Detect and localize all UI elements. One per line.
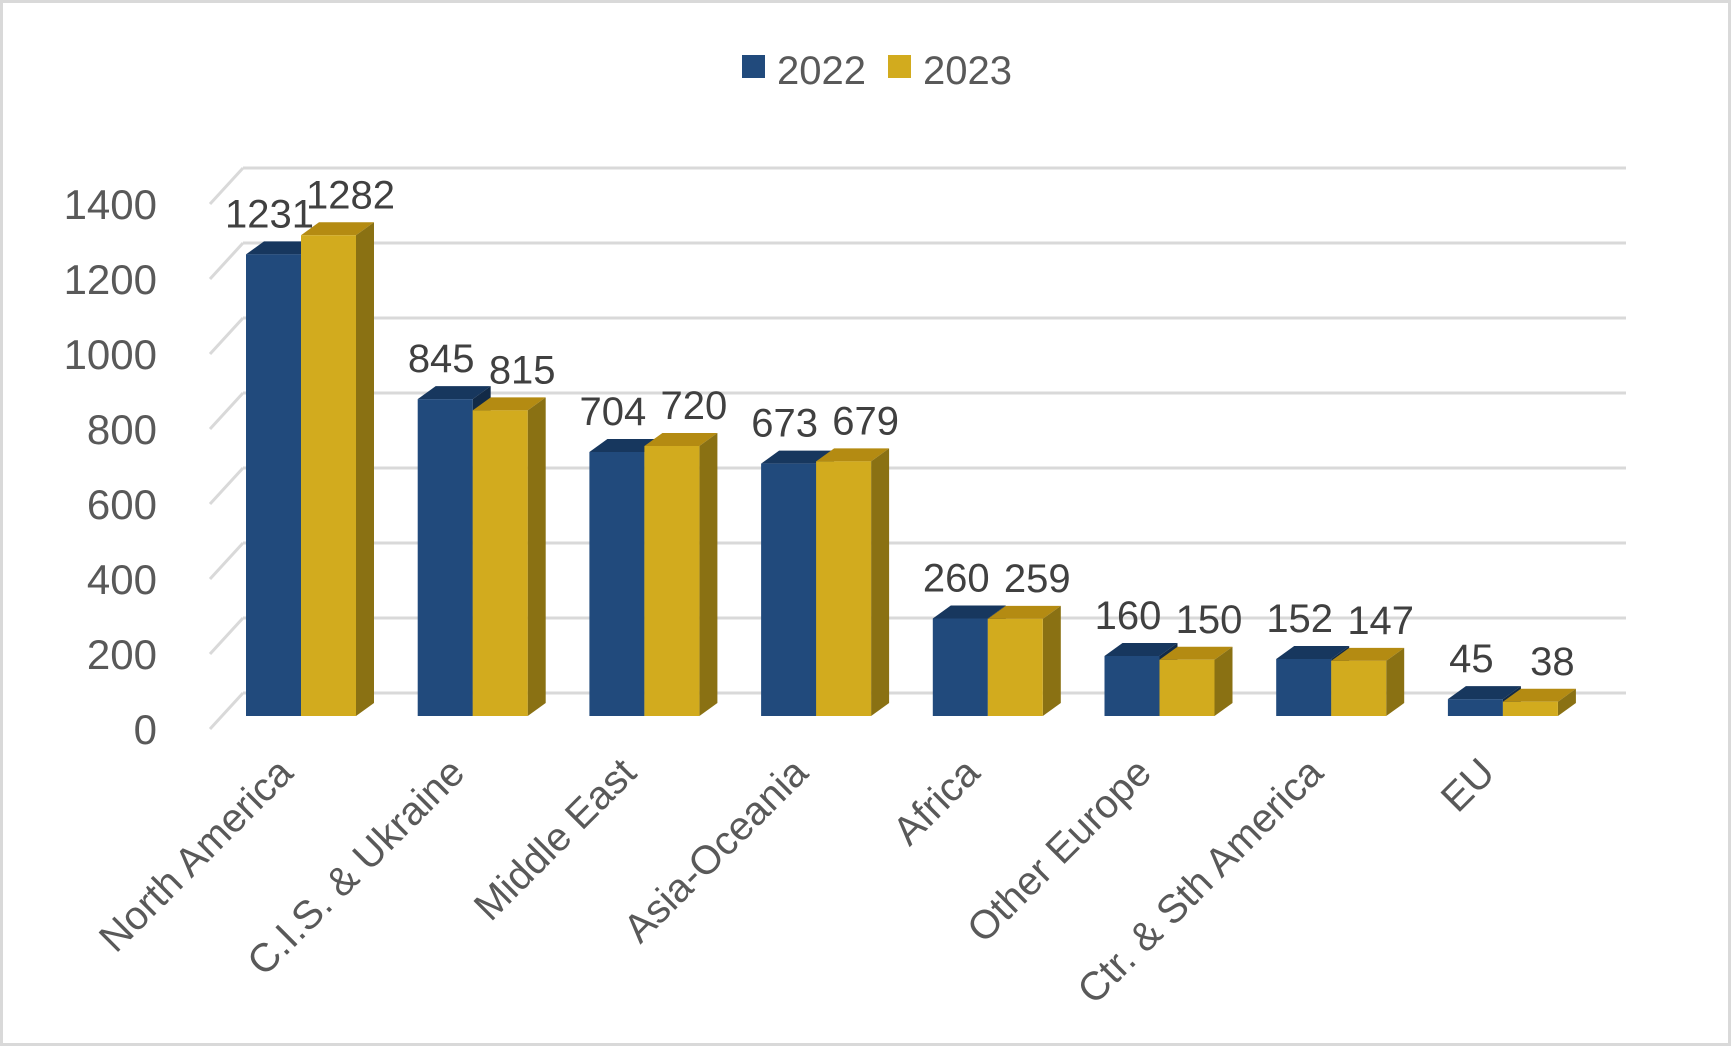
bar-2023-north-america [301,222,374,716]
y-tick-label: 600 [87,481,157,528]
bar-2022-other-europe-front-face [1104,656,1160,716]
bar-2023-asia-oceania-top-face [816,448,890,462]
bar-2023-other-europe-front-face [1159,659,1215,716]
bar-2023-africa-top-face [987,605,1061,619]
bar-2023-ctr-sth-america-top-face [1331,647,1405,661]
bar-2022-asia-oceania-front-face [761,463,817,716]
value-label-2023-other-europe: 150 [1176,598,1243,642]
value-label-2023-eu: 38 [1530,640,1575,684]
bar-2023-africa [987,605,1061,716]
bar-2023-c-i-s-ukraine [472,397,546,716]
bar-2023-asia-oceania-side-face [871,448,890,716]
legend-swatch-2023 [888,55,911,78]
legend-item-2023: 2023 [888,49,1012,93]
bar-2023-asia-oceania-front-face [816,461,872,716]
bars [246,222,1576,716]
value-label-2023-ctr-sth-america: 147 [1347,599,1414,643]
category-label-africa: Africa [885,750,989,854]
value-label-2023-middle-east: 720 [661,384,728,428]
bar-2023-middle-east-side-face [699,433,718,716]
bar-2023-asia-oceania [816,448,890,716]
y-tick-label: 400 [87,556,157,603]
value-label-2022-other-europe: 160 [1095,594,1162,638]
chart-legend: 2022 2023 [742,49,1012,93]
bar-2023-ctr-sth-america-front-face [1331,660,1387,716]
y-tick-label: 1400 [64,181,157,228]
bar-2022-asia-oceania-top-face [761,450,835,464]
category-label-middle-east: Middle East [466,750,645,929]
gridline-depth-tick [208,166,245,206]
value-label-2022-north-america: 1231 [225,192,314,236]
bar-2023-north-america-front-face [301,235,356,716]
bar-2022-other-europe-top-face [1104,643,1178,656]
value-label-2022-c-i-s-ukraine: 845 [408,337,475,381]
y-tick-label: 200 [87,631,157,678]
bar-2023-c-i-s-ukraine-front-face [472,410,528,716]
bar-2022-middle-east-top-face [589,439,663,452]
bar-2022-ctr-sth-america-top-face [1276,646,1350,659]
bar-2023-north-america-side-face [356,222,374,716]
bar-2022-north-america-front-face [246,254,301,716]
legend-label-2022: 2022 [777,49,866,93]
y-tick-label: 1000 [64,331,157,378]
y-axis-tick-labels: 0 200 400 600 800 1000 1200 1400 [64,181,157,753]
bar-2022-ctr-sth-america-front-face [1276,659,1332,716]
bar-2023-middle-east-front-face [644,446,700,716]
bar-2023-c-i-s-ukraine-top-face [472,397,546,411]
bar-2022-north-america-top-face [246,241,319,255]
value-label-2023-north-america: 1282 [306,173,395,217]
y-tick-label: 0 [134,706,157,753]
gridline-depth-tick [208,241,245,281]
gridline-depth-tick [208,466,245,506]
bar-2022-eu-front-face [1447,699,1503,716]
bar-2023-other-europe [1159,646,1233,716]
gridline-depth-tick [208,316,245,356]
value-label-2023-africa: 259 [1004,557,1071,601]
gridline-depth-tick [208,391,245,431]
gridline-depth-tick [208,691,245,731]
category-label-asia-oceania: Asia-Oceania [616,750,817,951]
value-label-2022-asia-oceania: 673 [751,402,818,446]
bar-2022-c-i-s-ukraine-top-face [417,386,491,400]
legend-item-2022: 2022 [742,49,866,93]
value-label-2022-ctr-sth-america: 152 [1266,597,1333,641]
y-tick-label: 800 [87,406,157,453]
bar-2023-c-i-s-ukraine-side-face [527,397,546,716]
bar-2023-africa-front-face [987,618,1043,716]
bar-2023-ctr-sth-america-side-face [1386,647,1405,716]
legend-swatch-2022 [742,55,765,78]
bar-2022-africa-top-face [932,605,1006,619]
bar-2023-middle-east-top-face [644,433,718,446]
bar-2022-eu-top-face [1447,686,1521,700]
value-label-2023-asia-oceania: 679 [832,399,899,443]
bar-2023-eu-top-face [1502,688,1576,702]
bar-2022-c-i-s-ukraine-front-face [417,399,473,716]
bar-2023-other-europe-side-face [1214,646,1233,716]
bar-2022-africa-front-face [932,618,988,716]
bar-2023-other-europe-top-face [1159,646,1233,660]
bar-2023-eu-front-face [1502,701,1558,716]
value-label-2022-africa: 260 [923,557,990,601]
bar-2023-eu [1502,688,1576,716]
category-label-eu: EU [1433,750,1503,820]
y-tick-label: 1200 [64,256,157,303]
gridline-depth-tick [208,616,245,656]
value-label-2022-middle-east: 704 [580,390,647,434]
gridline-depth-tick [208,541,245,581]
bar-2023-eu-side-face [1557,688,1576,716]
bar-2022-middle-east-front-face [589,452,645,716]
bar-2023-ctr-sth-america [1331,647,1405,716]
value-label-2022-eu: 45 [1449,637,1494,681]
bar-2023-africa-side-face [1042,605,1061,716]
bar-2023-north-america-top-face [301,222,374,236]
bar-2023-middle-east [644,433,718,716]
legend-label-2023: 2023 [923,49,1012,93]
value-label-2023-c-i-s-ukraine: 815 [489,348,556,392]
